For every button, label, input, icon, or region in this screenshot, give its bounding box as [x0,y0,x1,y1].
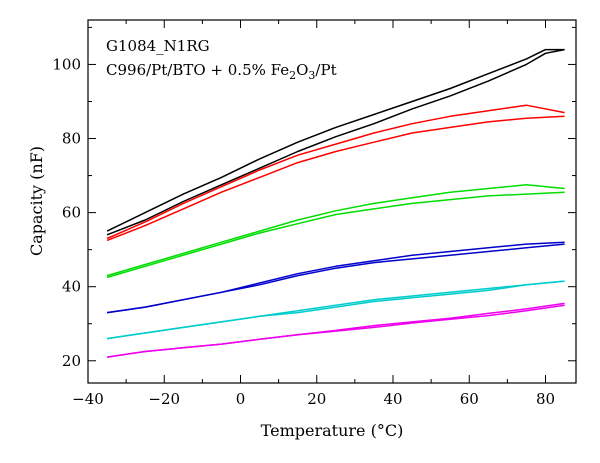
x-tick-label: 80 [536,390,555,408]
y-tick-label: 40 [62,278,81,296]
x-axis-ticks: −40 −20 0 20 40 60 80 [72,20,555,408]
x-tick-label: −20 [148,390,180,408]
series-line-10 [106,280,565,340]
series-line-4 [106,115,565,242]
x-tick-label: −40 [72,390,104,408]
annotation-stack-mid: O [296,61,308,79]
x-tick-label: 40 [383,390,402,408]
y-axis-ticks: 20 40 60 80 100 [52,26,576,370]
series-line-6 [106,191,565,279]
y-tick-label: 60 [62,204,81,222]
series-line-3 [106,104,565,240]
y-tick-label: 80 [62,130,81,148]
series-line-2 [106,48,565,236]
series-line-8 [106,243,565,314]
plot-frame [87,19,577,384]
y-tick-label: 100 [52,55,81,73]
x-tick-label: 20 [307,390,326,408]
x-tick-label: 0 [236,390,246,408]
annotation-sub-2: 2 [289,69,296,82]
x-axis-title: Temperature (°C) [261,421,404,440]
y-axis-title: Capacity (nF) [27,146,46,256]
series-line-12 [106,304,565,358]
annotation-sample-id: G1084_N1RG [106,37,210,55]
annotation-sub-3: 3 [308,69,315,82]
series-line-1 [106,48,565,232]
x-tick-label: 60 [460,390,479,408]
series-layer [106,48,565,358]
y-tick-label: 20 [62,352,81,370]
annotation-stack: C996/Pt/BTO + 0.5% Fe2O3/Pt [106,61,337,82]
annotation-stack-suffix: /Pt [315,61,336,79]
annotation-stack-prefix: C996/Pt/BTO + 0.5% Fe [106,61,289,79]
series-line-7 [106,241,565,314]
series-line-5 [106,184,565,277]
